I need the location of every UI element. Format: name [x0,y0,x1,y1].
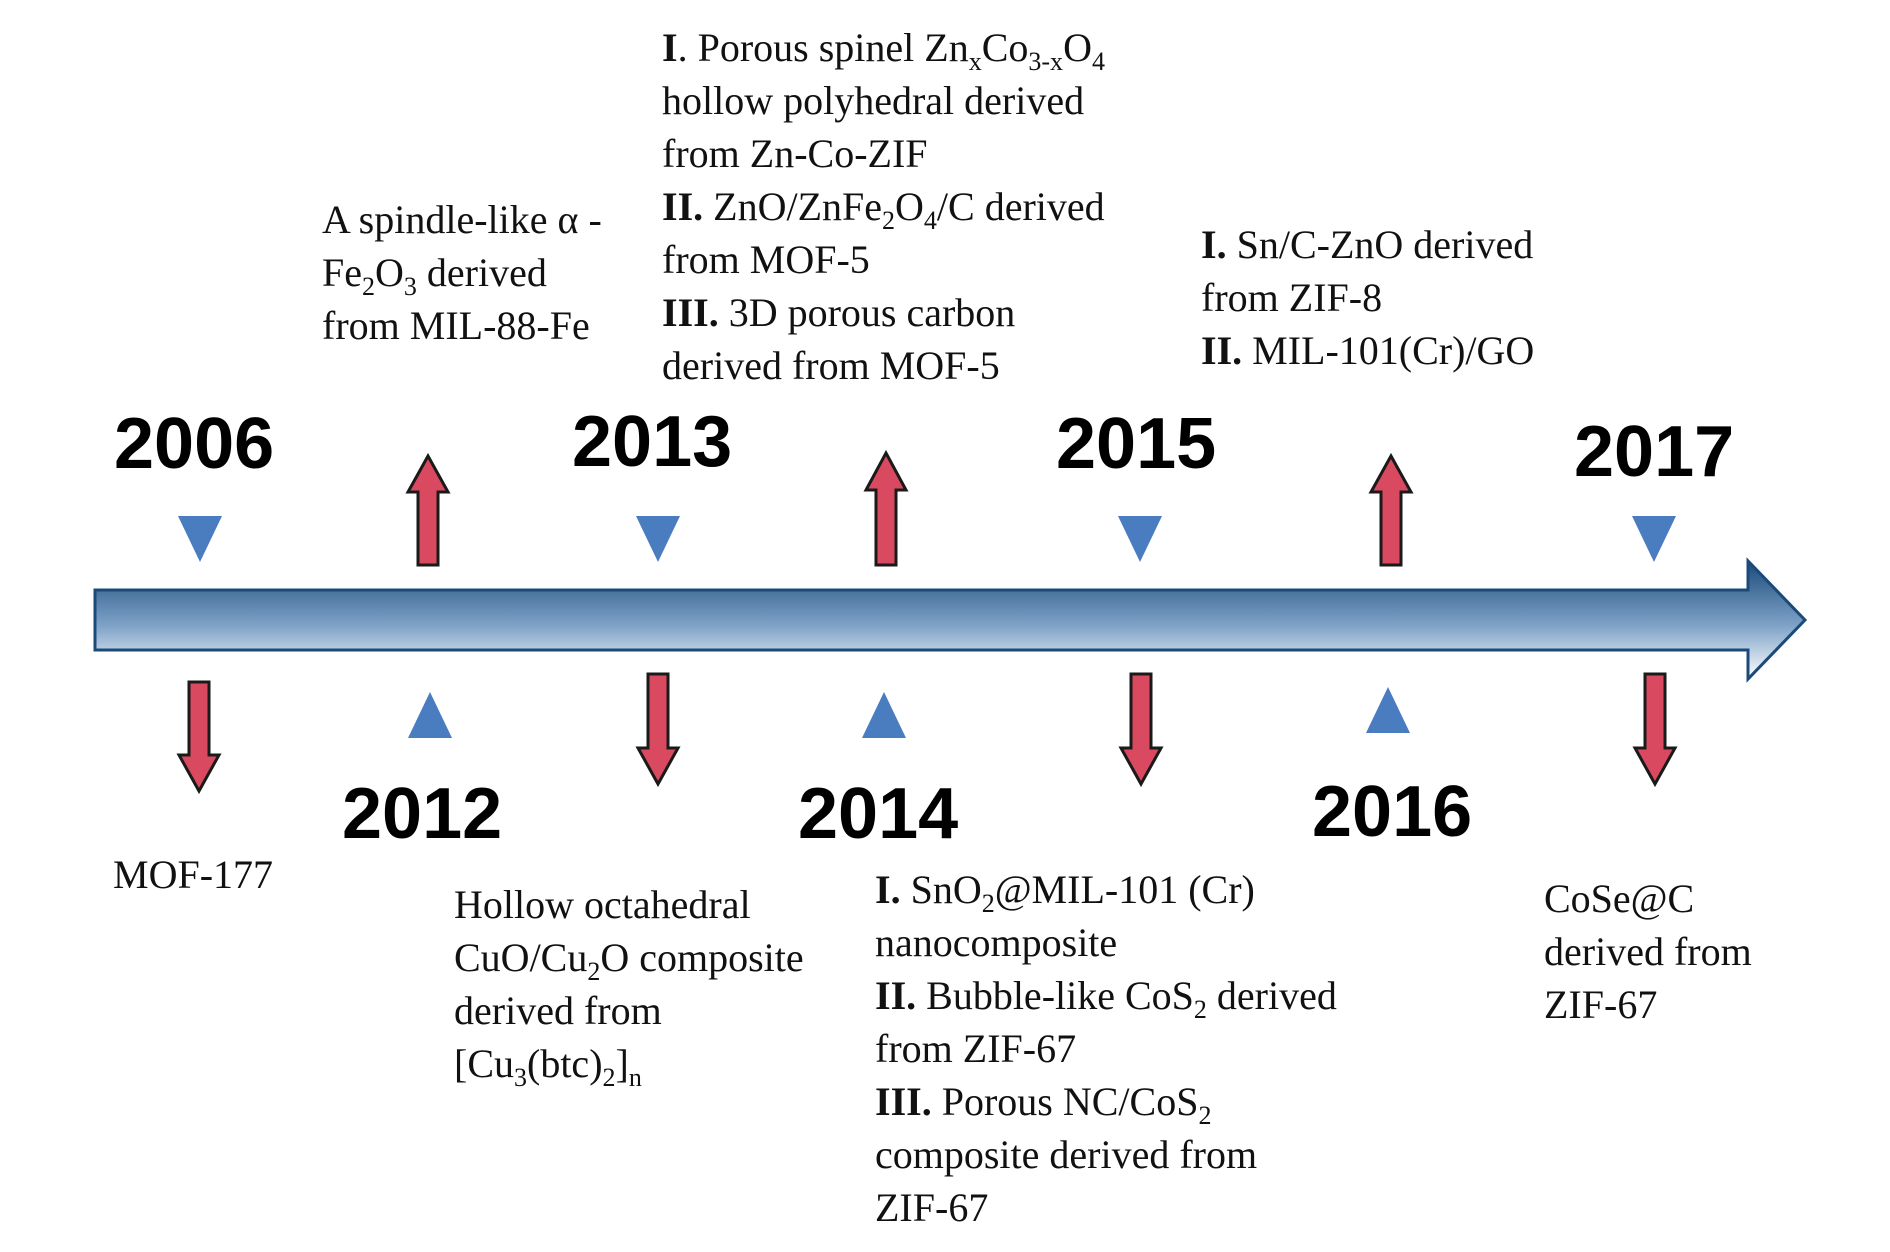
year-marker-2014 [862,692,906,738]
note-2013-top-line-6: III. 3D porous carbon [662,290,1016,335]
year-label-2012: 2012 [342,774,503,854]
year-marker-2017 [1632,516,1676,562]
note-2013-bottom-line-1: Hollow octahedral [454,882,751,927]
note-2017-line-2: derived from [1544,929,1752,974]
note-2016-line-1: I. Sn/C-ZnO derived [1201,222,1534,267]
note-2015-bottom-line-2: nanocomposite [875,920,1118,965]
up-arrow-2016 [1368,452,1414,567]
year-marker-2013 [636,516,680,562]
note-2006-line: MOF-177 [113,852,274,897]
note-2017-line-1: CoSe@C [1544,876,1695,921]
down-arrow-2006 [176,680,222,795]
note-2012-line-2: Fe2O3 derived [322,250,547,301]
note-2017: CoSe@C derived from ZIF-67 [1544,872,1752,1031]
note-2015-bottom-line-4: from ZIF-67 [875,1026,1077,1071]
down-arrow-2015 [1118,672,1164,788]
year-label-2015: 2015 [1056,404,1217,484]
note-2006: MOF-177 [113,848,273,901]
timeline-arrow [93,557,1808,683]
down-arrow-2017 [1632,672,1678,788]
year-marker-2015 [1118,516,1162,562]
year-label-2016: 2016 [1312,772,1473,852]
note-2013-top: I. Porous spinel ZnxCo3-xO4 hollow polyh… [662,21,1105,392]
note-2012: A spindle-like α - Fe2O3 derived from MI… [322,193,602,352]
note-2017-line-3: ZIF-67 [1544,982,1658,1027]
year-label-2006: 2006 [114,404,275,484]
year-label-2017: 2017 [1574,412,1735,492]
note-2013-bottom-line-4: [Cu3(btc)2]n [454,1041,642,1092]
down-arrow-2013 [635,672,681,788]
year-marker-2016 [1366,687,1410,733]
note-2013-top-line-3: from Zn-Co-ZIF [662,131,928,176]
note-2015-bottom-line-7: ZIF-67 [875,1185,989,1230]
note-2013-bottom-line-2: CuO/Cu2O composite [454,935,804,986]
year-label-2013: 2013 [572,402,733,482]
year-label-2014: 2014 [798,774,959,854]
year-marker-2006 [178,516,222,562]
note-2013-top-line-4: II. ZnO/ZnFe2O4/C derived [662,184,1105,235]
up-arrow-2014 [863,449,909,567]
note-2015-bottom-line-1: I. SnO2@MIL-101 (Cr) [875,867,1255,918]
up-arrow-2012 [405,452,451,567]
note-2013-bottom-line-3: derived from [454,988,662,1033]
note-2013-top-line-5: from MOF-5 [662,237,870,282]
note-2016-line-3: II. MIL-101(Cr)/GO [1201,328,1535,373]
note-2016: I. Sn/C-ZnO derived from ZIF-8 II. MIL-1… [1201,218,1534,377]
note-2015-bottom-line-5: III. Porous NC/CoS2 [875,1079,1212,1130]
note-2015-bottom-line-6: composite derived from [875,1132,1258,1177]
note-2015-bottom: I. SnO2@MIL-101 (Cr) nanocomposite II. B… [875,863,1337,1234]
note-2013-top-line-7: derived from MOF-5 [662,343,1000,388]
note-2015-bottom-line-3: II. Bubble-like CoS2 derived [875,973,1337,1024]
note-2013-top-line-2: hollow polyhedral derived [662,78,1085,123]
note-2016-line-2: from ZIF-8 [1201,275,1383,320]
year-marker-2012 [408,692,452,738]
note-2012-line-1: A spindle-like α - [322,197,602,242]
note-2013-bottom: Hollow octahedral CuO/Cu2O composite der… [454,878,804,1092]
note-2012-line-3: from MIL-88-Fe [322,303,590,348]
note-2013-top-line-1: I. Porous spinel ZnxCo3-xO4 [662,25,1105,76]
